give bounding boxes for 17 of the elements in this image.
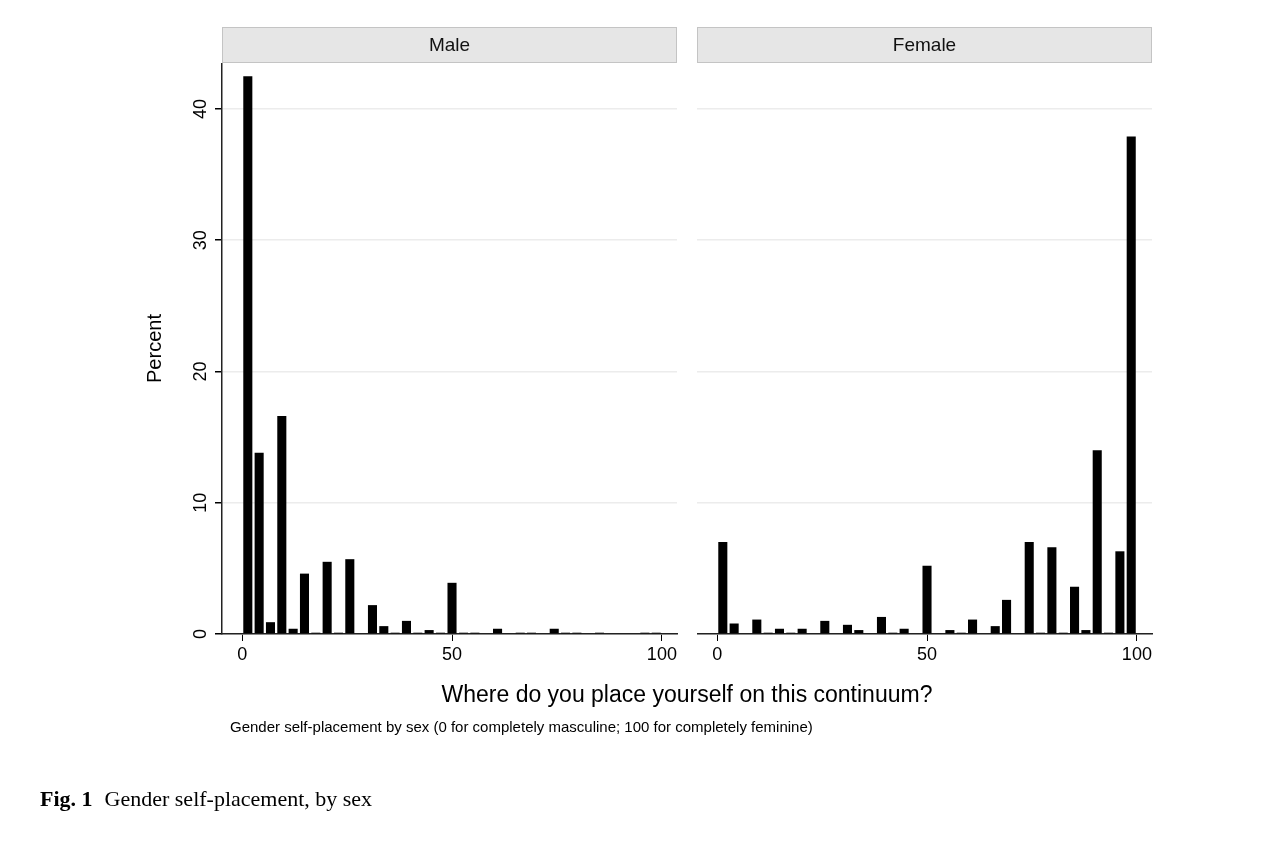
chart-title: Male: [222, 27, 677, 63]
y-tick-label: 20: [189, 361, 210, 382]
y-tick-label: 10: [189, 492, 210, 513]
x-axis-title: Where do you place yourself on this continuum?: [441, 681, 933, 708]
y-tick-label: 0: [189, 628, 210, 640]
x-tick-label: 100: [646, 643, 677, 664]
x-tick-label: 50: [442, 643, 463, 664]
x-tick-label: 50: [917, 643, 938, 664]
y-axis-title: Percent: [142, 314, 166, 383]
x-tick-label: 100: [1121, 643, 1152, 664]
y-tick-label: 30: [189, 230, 210, 251]
chart-title: Female: [697, 27, 1152, 63]
text: Gender self-placement by sex (0 for completely masculine; 100 for completely feminine): [230, 718, 813, 735]
x-tick-label: 0: [237, 643, 248, 664]
y-tick-label: 40: [189, 98, 210, 119]
x-tick-label: 0: [712, 643, 723, 664]
caption: Fig. 1 Gender self-placement, by sex: [40, 786, 373, 811]
